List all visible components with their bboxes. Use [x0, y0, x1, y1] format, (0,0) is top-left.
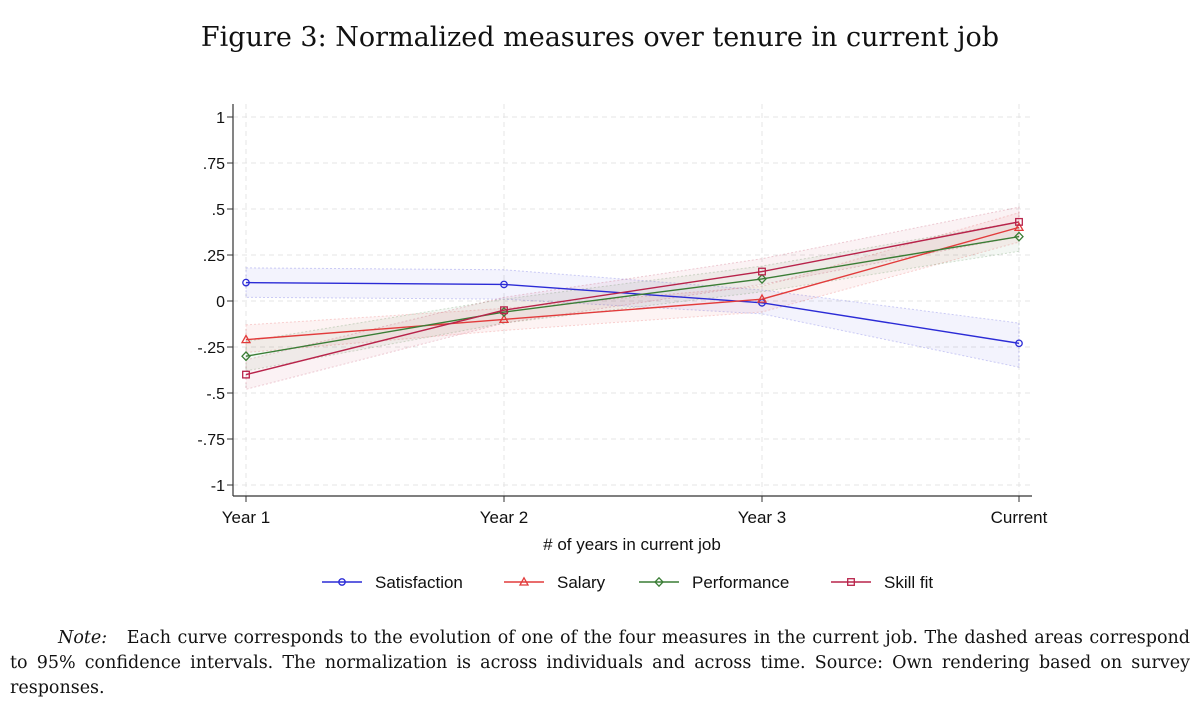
point-performance: [1014, 231, 1024, 242]
figure-title: Figure 3: Normalized measures over tenur…: [200, 22, 1000, 53]
y-tick-label: -.25: [197, 340, 225, 357]
point-salary: [756, 293, 768, 303]
y-tick-label: 0: [216, 294, 225, 311]
figure-note: Note: Each curve corresponds to the evol…: [10, 626, 1190, 701]
point-performance: [757, 273, 767, 285]
x-tick-label: Year 1: [222, 508, 271, 527]
series-line-skill-fit: [245, 221, 1020, 376]
point-satisfaction: [500, 280, 508, 289]
ci-band-skill-fit: [245, 206, 1020, 390]
point-salary: [498, 313, 510, 324]
legend-label-salary: Salary: [557, 573, 606, 592]
point-skill-fit: [758, 267, 766, 276]
series-line-performance: [245, 235, 1020, 357]
legend-label-satisfaction: Satisfaction: [375, 573, 463, 592]
point-salary: [1013, 221, 1025, 232]
ci-band-satisfaction: [245, 267, 1020, 368]
point-skill-fit: [242, 370, 250, 379]
series-line-salary: [245, 226, 1020, 341]
y-tick-label: .5: [212, 202, 225, 219]
x-tick-label: Year 3: [738, 508, 787, 527]
y-tick-label: 1: [216, 110, 225, 127]
legend-label-skill-fit: Skill fit: [884, 573, 933, 592]
point-skill-fit: [1015, 217, 1023, 226]
point-satisfaction: [1015, 339, 1023, 348]
x-tick-label: Year 2: [480, 508, 529, 527]
note-label: Note:: [58, 628, 108, 648]
legend-marker-satisfaction: [338, 578, 346, 586]
y-tick-label: .75: [203, 156, 225, 173]
point-salary: [240, 334, 252, 344]
series-line-satisfaction: [245, 281, 1020, 345]
y-tick-label: -1: [211, 478, 225, 495]
point-performance: [241, 351, 251, 362]
point-skill-fit: [500, 306, 508, 315]
point-satisfaction: [242, 278, 250, 287]
y-tick-label: -.75: [197, 432, 225, 449]
legend-marker-salary: [518, 576, 530, 586]
legend-marker-skill-fit: [847, 578, 855, 586]
note-text: Each curve corresponds to the evolution …: [10, 628, 1190, 698]
y-tick-label: -.5: [206, 386, 225, 403]
y-tick-label: .25: [203, 248, 225, 265]
x-tick-label: Current: [991, 508, 1048, 527]
x-axis-title: # of years in current job: [543, 535, 721, 554]
line-chart: 1 .75 .5 .25 0 -.25 -.5 -.75 -1 Year 1 Year 2 Year …: [197, 104, 1048, 592]
legend-label-performance: Performance: [692, 573, 789, 592]
legend-marker-performance: [654, 576, 664, 588]
